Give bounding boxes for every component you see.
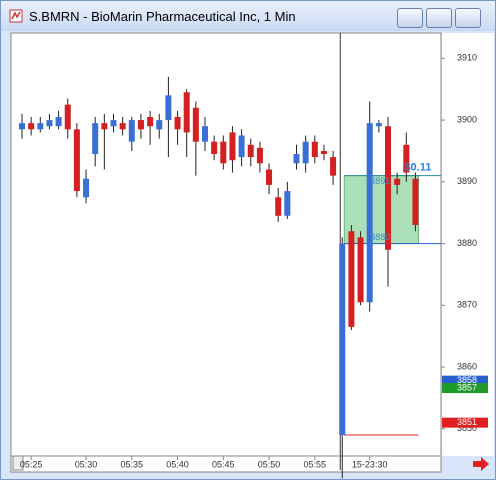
candle-body (375, 123, 382, 127)
y-tick-label: 3850 (457, 423, 477, 433)
y-tick-label: 3900 (457, 114, 477, 124)
candle-body (275, 197, 282, 216)
maximize-button[interactable] (426, 8, 452, 28)
x-tick-label: 05:25 (20, 459, 43, 469)
x-tick-label: 05:35 (121, 459, 144, 469)
candle-body (83, 178, 90, 198)
candle-body (28, 123, 35, 130)
candle-body (192, 107, 199, 142)
candle-body (330, 157, 337, 176)
candle-body (73, 129, 80, 192)
y-tick-label: 3860 (457, 361, 477, 371)
candle-body (92, 123, 99, 155)
candle-body (385, 126, 391, 250)
candle-body (403, 144, 410, 173)
candle-body (64, 104, 71, 130)
candle-body (302, 141, 309, 164)
target-label: 3891 (370, 176, 390, 186)
x-tick-label: 05:45 (212, 459, 235, 469)
y-tick-label: 3880 (457, 238, 477, 248)
candle-body (165, 95, 172, 121)
title-bar: S.BMRN - BioMarin Pharmaceutical Inc, 1 … (1, 1, 495, 31)
candle-body (19, 123, 25, 130)
y-tick-label: 3890 (457, 176, 477, 186)
time-axis (10, 455, 442, 473)
candle-body (46, 120, 53, 127)
candle-body (183, 92, 190, 133)
candle-body (311, 141, 318, 158)
candle-body (137, 120, 144, 130)
candle-body (247, 144, 254, 158)
price-tag (442, 417, 488, 428)
candle-body (394, 178, 401, 185)
candle-body (256, 147, 263, 164)
app-icon (9, 9, 23, 23)
scroll-arrow[interactable] (473, 457, 489, 471)
price-tag (442, 383, 488, 394)
price-tag (442, 375, 488, 386)
candle-body (211, 141, 218, 155)
pnl-label: $0.11 (404, 162, 431, 174)
x-tick-label: 05:50 (258, 459, 281, 469)
candle-body (238, 135, 245, 158)
candle-body (55, 116, 62, 127)
candle-body (284, 191, 291, 216)
chart: 3910 3900 3890 3880 3870 3860 3850 05:25 05:30 05… (10, 32, 494, 479)
minimize-button[interactable] (397, 8, 423, 28)
price-tag-label: 3858 (457, 375, 477, 385)
x-tick-label: 05:40 (166, 459, 189, 469)
candle-body (110, 120, 117, 127)
candle-body (202, 126, 208, 142)
price-tag-label: 3851 (457, 417, 477, 427)
candle-body (220, 141, 227, 164)
candle-body (147, 116, 154, 127)
candle-body (366, 123, 373, 303)
scroll-box[interactable] (12, 455, 24, 471)
window-title: S.BMRN - BioMarin Pharmaceutical Inc, 1 … (29, 9, 296, 24)
candle-body (101, 123, 108, 130)
candle-body (128, 120, 135, 142)
x-tick-label: 05:30 (75, 459, 98, 469)
candle-body (293, 154, 300, 164)
y-tick-label: 3910 (457, 53, 477, 63)
candle-body (320, 150, 327, 155)
candle-body (119, 123, 126, 130)
candle-body (174, 116, 181, 130)
candle-body (339, 243, 346, 436)
candle-body (412, 178, 419, 226)
x-tick-label: 05:55 (304, 459, 327, 469)
plot-area (10, 32, 442, 457)
x-tick-label: 15-23:30 (352, 459, 388, 469)
candle-body (156, 120, 163, 130)
candle-body (357, 237, 364, 303)
close-button[interactable] (455, 8, 481, 28)
y-tick-label: 3870 (457, 300, 477, 310)
candle-body (266, 169, 273, 185)
price-tag-label: 3857 (457, 382, 477, 392)
candle-body (348, 231, 355, 327)
entry-label: 3880 (370, 232, 390, 242)
candle-body (229, 132, 236, 161)
candle-body (37, 123, 44, 130)
